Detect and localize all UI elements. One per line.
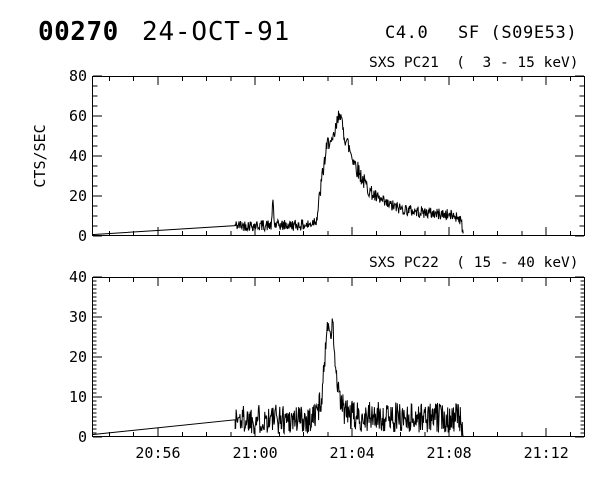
y-tick-label: 80: [68, 67, 87, 85]
flare-type-location: SF (S09E53): [458, 23, 578, 43]
lightcurve-trace-pc21: [91, 110, 464, 236]
y-tick-label: 40: [68, 268, 87, 286]
lightcurve-trace-pc22: [91, 318, 464, 437]
x-tick-label: 21:08: [426, 444, 472, 462]
y-tick-label: 60: [68, 107, 87, 125]
y-tick-label: 40: [68, 147, 87, 165]
flare-number: 00270: [38, 17, 119, 47]
x-tick-label: 21:12: [523, 444, 569, 462]
goes-class: C4.0: [385, 23, 429, 43]
x-tick-label: 21:00: [232, 444, 278, 462]
y-tick-label: 20: [68, 348, 87, 366]
y-tick-label: 10: [68, 388, 87, 406]
flare-date: 24-OCT-91: [142, 17, 291, 47]
y-tick-label: 0: [77, 227, 87, 245]
y-tick-label: 30: [68, 308, 87, 326]
plot-box: [92, 76, 585, 236]
x-tick-label: 20:56: [135, 444, 181, 462]
y-tick-label: 20: [68, 187, 87, 205]
panel-title-pc21: SXS PC21 ( 3 - 15 keV): [369, 55, 579, 71]
panel-title-pc22: SXS PC22 ( 15 - 40 keV): [369, 255, 579, 271]
y-tick-label: 0: [77, 428, 87, 446]
plot-box: [92, 277, 585, 437]
x-tick-label: 21:04: [329, 444, 375, 462]
